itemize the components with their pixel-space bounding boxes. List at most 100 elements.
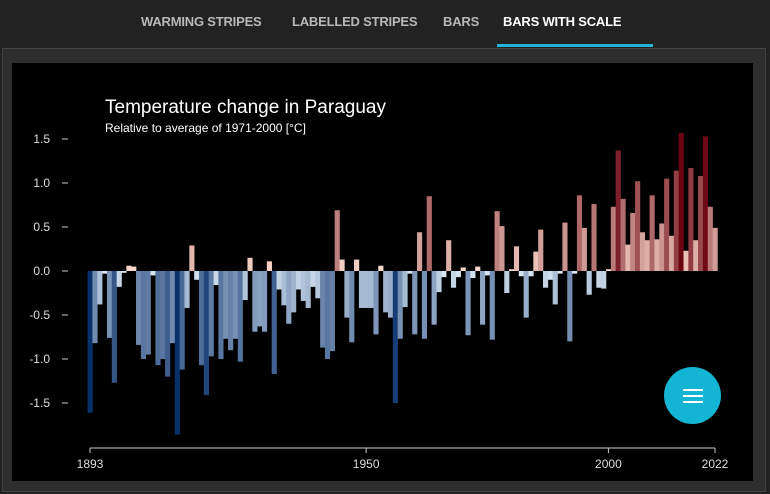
bar-2011 bbox=[659, 223, 665, 271]
bar-1982 bbox=[518, 271, 524, 277]
bar-1984 bbox=[528, 271, 534, 277]
bar-1976 bbox=[489, 271, 495, 340]
bar-1936 bbox=[295, 271, 302, 290]
bar-1927 bbox=[252, 271, 258, 332]
bar-1921 bbox=[223, 271, 229, 339]
bar-1928 bbox=[257, 271, 263, 327]
bar-2005 bbox=[630, 212, 636, 271]
tab-bars-with-scale[interactable]: BARS WITH SCALE bbox=[503, 14, 622, 29]
chart-canvas bbox=[12, 63, 753, 481]
bar-1968 bbox=[450, 271, 457, 288]
chart-subtitle: Relative to average of 1971-2000 [°C] bbox=[105, 121, 306, 135]
bar-1970 bbox=[460, 267, 466, 271]
tab-warming-stripes[interactable]: WARMING STRIPES bbox=[141, 14, 262, 29]
chart-title: Temperature change in Paraguay bbox=[105, 97, 386, 118]
bar-1909 bbox=[165, 271, 171, 377]
bar-1916 bbox=[199, 271, 205, 366]
bar-2010 bbox=[654, 239, 660, 271]
bar-1914 bbox=[189, 245, 195, 271]
bar-1905 bbox=[145, 271, 151, 355]
bar-1950 bbox=[363, 271, 369, 308]
bar-1897 bbox=[106, 271, 113, 338]
tab-labelled-stripes[interactable]: LABELLED STRIPES bbox=[292, 14, 418, 29]
bar-1911 bbox=[174, 271, 180, 435]
bar-1977 bbox=[494, 211, 500, 271]
bar-1985 bbox=[533, 251, 539, 271]
bar-1967 bbox=[446, 240, 452, 271]
bar-2017 bbox=[688, 168, 694, 271]
bar-1945 bbox=[339, 259, 345, 271]
bar-1896 bbox=[102, 271, 108, 274]
bar-1933 bbox=[281, 271, 287, 306]
bar-1899 bbox=[116, 271, 122, 287]
bar-1935 bbox=[291, 271, 297, 313]
bar-1996 bbox=[586, 271, 592, 295]
bar-1912 bbox=[179, 271, 185, 370]
bar-1920 bbox=[218, 271, 224, 359]
y-tick-label: -1.5 bbox=[29, 396, 50, 410]
bar-2018 bbox=[693, 240, 699, 271]
x-tick-label: 1950 bbox=[353, 457, 380, 471]
bar-1986 bbox=[538, 229, 544, 271]
bar-1944 bbox=[334, 210, 340, 271]
bar-1907 bbox=[155, 271, 161, 366]
bar-1941 bbox=[320, 271, 326, 348]
bar-2006 bbox=[635, 181, 641, 271]
tab-bar: WARMING STRIPES LABELLED STRIPES BARS BA… bbox=[0, 0, 770, 47]
bar-1962 bbox=[421, 271, 428, 339]
bar-1951 bbox=[368, 271, 374, 308]
bar-1913 bbox=[184, 271, 190, 308]
bar-1954 bbox=[383, 271, 389, 313]
bar-1908 bbox=[160, 271, 166, 359]
bar-1993 bbox=[572, 271, 578, 274]
bar-1904 bbox=[140, 271, 147, 359]
bar-1979 bbox=[504, 271, 510, 293]
bar-1932 bbox=[276, 271, 282, 290]
bar-1948 bbox=[354, 259, 360, 271]
active-tab-indicator bbox=[497, 44, 653, 47]
menu-button[interactable] bbox=[664, 367, 721, 424]
y-tick-label: 0.0 bbox=[33, 264, 50, 278]
bar-1961 bbox=[417, 232, 423, 271]
bar-1934 bbox=[286, 271, 292, 324]
y-tick-label: -0.5 bbox=[29, 308, 50, 322]
bar-1973 bbox=[475, 266, 481, 271]
bar-1990 bbox=[557, 271, 563, 274]
bar-1983 bbox=[523, 271, 529, 318]
hamburger-menu-icon-line bbox=[683, 395, 703, 397]
bar-2012 bbox=[664, 178, 670, 271]
bar-2014 bbox=[673, 170, 679, 271]
x-axis: 1893 1950 2000 2022 bbox=[77, 447, 729, 471]
bar-1995 bbox=[581, 227, 587, 271]
bar-1964 bbox=[431, 271, 437, 325]
bar-1989 bbox=[552, 271, 558, 305]
bar-2008 bbox=[644, 240, 650, 271]
bar-2001 bbox=[610, 206, 616, 271]
bar-1906 bbox=[150, 271, 156, 276]
bar-1917 bbox=[203, 271, 209, 396]
bar-1902 bbox=[131, 266, 137, 271]
bars bbox=[87, 132, 718, 435]
tab-bars[interactable]: BARS bbox=[443, 14, 480, 29]
bar-1926 bbox=[247, 257, 253, 271]
bar-1952 bbox=[373, 271, 379, 335]
bar-1956 bbox=[392, 271, 398, 403]
y-axis: 1.5 1.0 0.5 0.0 -0.5 -1.0 -1.5 bbox=[29, 132, 68, 410]
bar-1903 bbox=[136, 271, 142, 345]
bar-2020 bbox=[702, 136, 709, 271]
bar-1915 bbox=[194, 271, 200, 280]
bar-1998 bbox=[596, 271, 602, 288]
bar-1959 bbox=[407, 271, 413, 274]
bar-2015 bbox=[678, 132, 684, 271]
bar-2003 bbox=[620, 198, 626, 271]
bar-1974 bbox=[480, 271, 486, 325]
bar-1929 bbox=[262, 271, 268, 332]
bar-1960 bbox=[412, 271, 418, 335]
bar-2019 bbox=[698, 175, 704, 271]
bar-1971 bbox=[465, 271, 471, 336]
bar-1895 bbox=[97, 271, 103, 305]
bar-1930 bbox=[266, 261, 272, 271]
bar-1918 bbox=[208, 271, 214, 357]
bar-1958 bbox=[402, 271, 408, 308]
